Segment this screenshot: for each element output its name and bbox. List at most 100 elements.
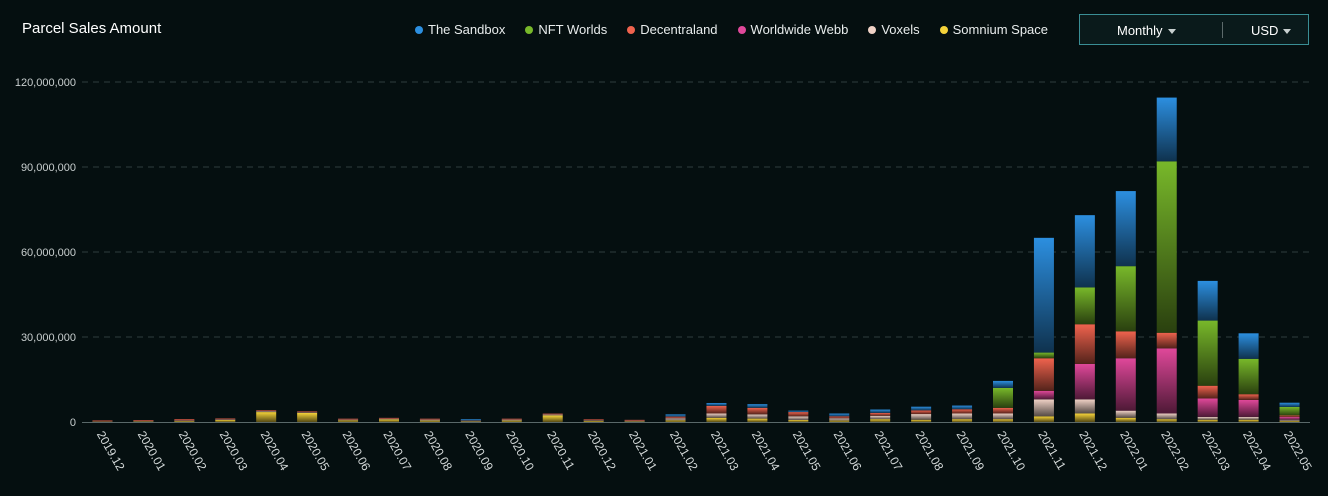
- bar-segment-decentraland[interactable]: [624, 419, 645, 421]
- bar-stack-2022.01[interactable]: [1115, 191, 1136, 422]
- bar-segment-somnium-space[interactable]: [911, 419, 932, 422]
- bar-stack-2019.12[interactable]: [92, 420, 113, 422]
- bar-segment-nft-worlds[interactable]: [1197, 320, 1218, 386]
- bar-segment-somnium-space[interactable]: [829, 420, 850, 422]
- bar-segment-decentraland[interactable]: [1238, 394, 1259, 400]
- bar-stack-2020.05[interactable]: [297, 411, 318, 422]
- bar-segment-the-sandbox[interactable]: [788, 410, 809, 413]
- bar-segment-voxels[interactable]: [1197, 416, 1218, 420]
- bar-stack-2021.07[interactable]: [870, 409, 891, 422]
- bar-segment-decentraland[interactable]: [1115, 331, 1136, 359]
- bar-stack-2021.12[interactable]: [1074, 215, 1095, 423]
- legend-item-somnium-space[interactable]: Somnium Space: [939, 22, 1048, 37]
- bar-segment-voxels[interactable]: [297, 411, 318, 413]
- bar-segment-somnium-space[interactable]: [952, 419, 973, 422]
- bar-segment-decentraland[interactable]: [1156, 332, 1177, 349]
- bar-segment-somnium-space[interactable]: [1115, 417, 1136, 422]
- bar-segment-somnium-space[interactable]: [338, 420, 359, 422]
- bar-segment-somnium-space[interactable]: [215, 420, 236, 422]
- bar-segment-decentraland[interactable]: [583, 419, 604, 421]
- bar-segment-nft-worlds[interactable]: [1238, 358, 1259, 395]
- bar-segment-the-sandbox[interactable]: [829, 413, 850, 417]
- bar-segment-nft-worlds[interactable]: [1156, 161, 1177, 333]
- bar-segment-worldwide-webb[interactable]: [1197, 398, 1218, 417]
- bar-stack-2021.04[interactable]: [747, 404, 768, 422]
- bar-segment-decentraland[interactable]: [297, 411, 318, 413]
- bar-segment-the-sandbox[interactable]: [1074, 215, 1095, 288]
- bar-segment-somnium-space[interactable]: [133, 421, 154, 422]
- bar-segment-decentraland[interactable]: [133, 420, 154, 422]
- bar-segment-decentraland[interactable]: [1074, 324, 1095, 364]
- bar-stack-2021.05[interactable]: [788, 410, 809, 422]
- bar-stack-2022.02[interactable]: [1156, 97, 1177, 422]
- bar-segment-somnium-space[interactable]: [993, 419, 1013, 422]
- bar-segment-the-sandbox[interactable]: [1238, 333, 1259, 359]
- bar-segment-voxels[interactable]: [256, 411, 277, 413]
- bar-segment-voxels[interactable]: [460, 420, 481, 422]
- bar-segment-somnium-space[interactable]: [1197, 419, 1218, 422]
- currency-select[interactable]: USD: [1251, 23, 1292, 38]
- bar-stack-2021.10[interactable]: [993, 380, 1013, 422]
- bar-segment-somnium-space[interactable]: [501, 420, 522, 422]
- bar-segment-voxels[interactable]: [1074, 399, 1095, 414]
- bar-segment-somnium-space[interactable]: [542, 415, 563, 422]
- bar-segment-worldwide-webb[interactable]: [1156, 348, 1177, 414]
- bar-segment-decentraland[interactable]: [501, 418, 522, 420]
- bar-segment-voxels[interactable]: [788, 416, 809, 421]
- bar-segment-decentraland[interactable]: [911, 410, 932, 415]
- bar-stack-2020.07[interactable]: [379, 417, 399, 422]
- bar-segment-voxels[interactable]: [379, 418, 399, 420]
- bar-segment-the-sandbox[interactable]: [747, 404, 768, 408]
- bar-segment-voxels[interactable]: [706, 413, 727, 418]
- bar-segment-worldwide-webb[interactable]: [1115, 358, 1136, 411]
- period-select[interactable]: Monthly: [1117, 23, 1176, 38]
- bar-segment-voxels[interactable]: [952, 413, 973, 420]
- bar-segment-nft-worlds[interactable]: [1279, 406, 1300, 416]
- bar-segment-voxels[interactable]: [1156, 413, 1177, 420]
- bar-segment-the-sandbox[interactable]: [952, 405, 973, 410]
- bar-stack-2020.02[interactable]: [174, 419, 195, 422]
- bar-segment-nft-worlds[interactable]: [1115, 266, 1136, 332]
- bar-segment-the-sandbox[interactable]: [1115, 191, 1136, 267]
- bar-segment-decentraland[interactable]: [993, 407, 1013, 414]
- bar-segment-voxels[interactable]: [174, 420, 195, 422]
- bar-stack-2020.06[interactable]: [338, 418, 359, 422]
- legend-item-worldwide-webb[interactable]: Worldwide Webb: [737, 22, 848, 37]
- bar-stack-2020.08[interactable]: [419, 418, 440, 422]
- bar-segment-the-sandbox[interactable]: [1279, 402, 1300, 407]
- bar-segment-somnium-space[interactable]: [297, 412, 318, 422]
- bar-stack-2020.11[interactable]: [542, 413, 563, 422]
- bar-stack-2021.09[interactable]: [952, 405, 973, 422]
- bar-segment-voxels[interactable]: [1238, 416, 1259, 420]
- bar-segment-decentraland[interactable]: [419, 418, 440, 420]
- bar-segment-decentraland[interactable]: [256, 410, 277, 412]
- bar-segment-somnium-space[interactable]: [174, 421, 195, 422]
- bar-stack-2021.11[interactable]: [1033, 237, 1054, 422]
- bar-segment-voxels[interactable]: [665, 418, 686, 421]
- bar-segment-decentraland[interactable]: [174, 419, 195, 421]
- bar-stack-2020.04[interactable]: [256, 410, 277, 422]
- bar-segment-voxels[interactable]: [870, 415, 891, 420]
- bar-segment-voxels[interactable]: [583, 419, 604, 421]
- bar-segment-decentraland[interactable]: [1279, 415, 1300, 417]
- bar-stack-2020.09[interactable]: [460, 419, 481, 422]
- bar-segment-voxels[interactable]: [542, 414, 563, 416]
- bar-stack-2020.10[interactable]: [501, 418, 522, 422]
- bar-segment-decentraland[interactable]: [829, 416, 850, 419]
- bar-segment-the-sandbox[interactable]: [870, 409, 891, 413]
- bar-segment-somnium-space[interactable]: [1074, 413, 1095, 423]
- bar-segment-decentraland[interactable]: [747, 407, 768, 415]
- bar-segment-the-sandbox[interactable]: [1197, 280, 1218, 321]
- bar-segment-somnium-space[interactable]: [624, 421, 645, 422]
- bar-segment-nft-worlds[interactable]: [1033, 352, 1054, 359]
- bar-segment-decentraland[interactable]: [788, 412, 809, 417]
- bar-segment-somnium-space[interactable]: [1156, 419, 1177, 422]
- bar-segment-nft-worlds[interactable]: [1074, 287, 1095, 325]
- bar-segment-decentraland[interactable]: [338, 418, 359, 420]
- bar-segment-decentraland[interactable]: [215, 418, 236, 420]
- bar-segment-somnium-space[interactable]: [870, 419, 891, 422]
- bar-segment-the-sandbox[interactable]: [706, 403, 727, 406]
- bar-segment-somnium-space[interactable]: [379, 419, 399, 422]
- bar-stack-2020.12[interactable]: [583, 419, 604, 422]
- bar-stack-2020.03[interactable]: [215, 418, 236, 422]
